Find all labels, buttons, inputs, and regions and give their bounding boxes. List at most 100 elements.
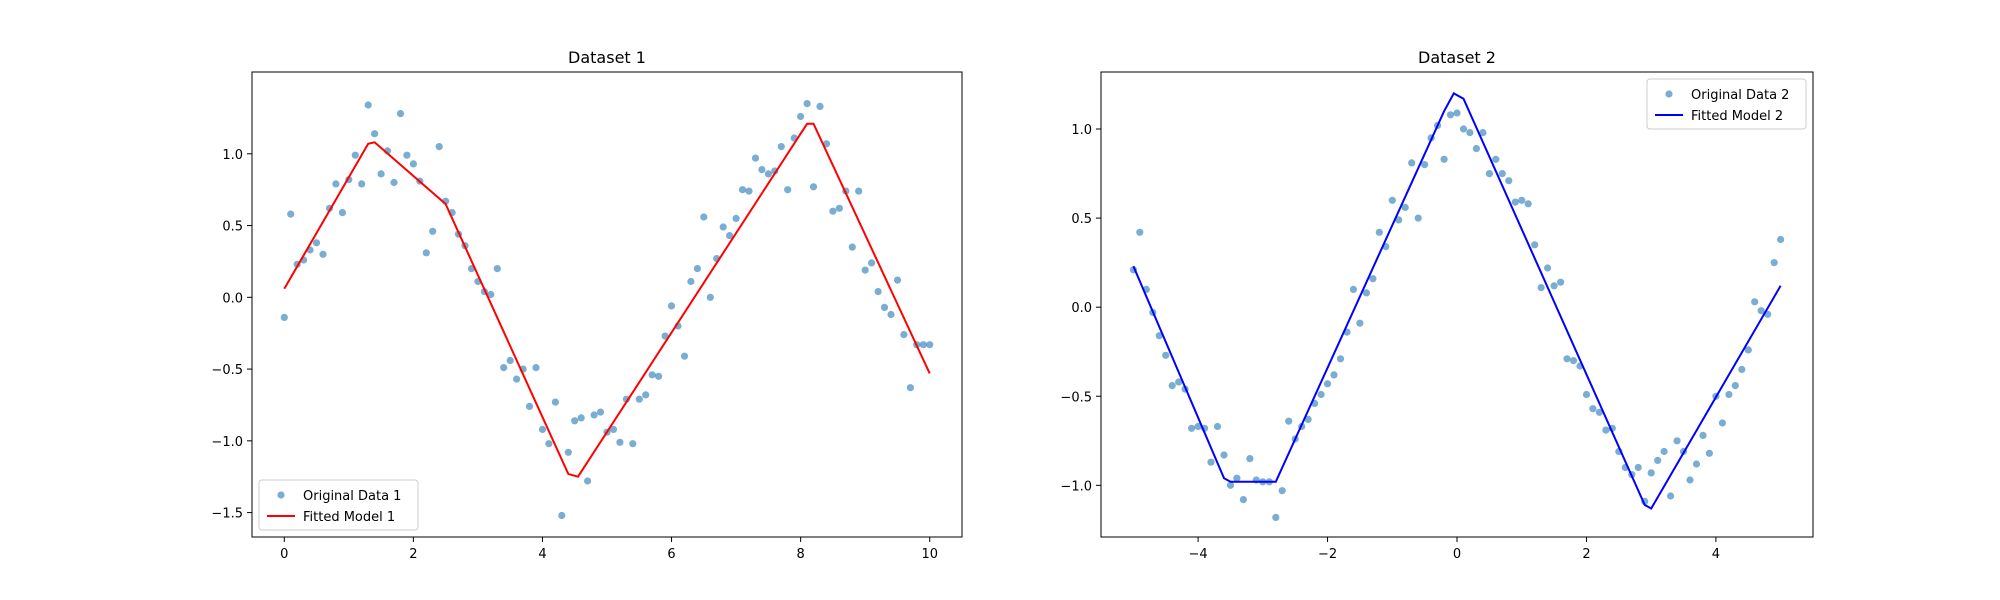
- chart-1-y-tick-label: 1.0: [222, 148, 243, 163]
- chart-2-data-point: [1595, 408, 1603, 416]
- chart-1-y-tick-label: −0.5: [211, 363, 243, 378]
- chart-2-data-point: [1686, 476, 1694, 484]
- chart-1-data-point: [893, 276, 902, 284]
- chart-2-fitted-line: [1132, 92, 1782, 510]
- chart-1-data-point: [751, 154, 760, 162]
- chart-1-data-point: [900, 331, 908, 339]
- chart-2-legend-label: Original Data 2: [1691, 88, 1789, 103]
- chart-2-data-point: [1777, 235, 1785, 244]
- chart-1-data-point: [926, 341, 934, 349]
- chart-2-data-point: [1388, 196, 1396, 204]
- chart-2-data-point: [1155, 332, 1163, 340]
- chart-2-data-point: [1213, 422, 1222, 431]
- chart-1-data-point: [642, 391, 650, 399]
- chart-2-data-point: [1673, 437, 1681, 445]
- chart-1-axes-frame: [251, 71, 963, 538]
- chart-2-x-tick-label: −2: [1318, 547, 1337, 562]
- chart-1-data-point: [403, 151, 411, 159]
- chart-1-data-point: [616, 438, 624, 446]
- chart-1-data-point: [609, 425, 618, 433]
- chart-2-data-point: [1602, 426, 1610, 434]
- chart-2-y-tick-label: 0.0: [1071, 301, 1092, 316]
- chart-1-data-point: [777, 143, 785, 151]
- chart-1-data-point: [919, 341, 927, 349]
- chart-2-legend-label: Fitted Model 2: [1691, 109, 1783, 124]
- chart-1-data-point: [700, 213, 708, 221]
- chart-2-data-point: [1582, 390, 1591, 399]
- chart-1-title: Dataset 1: [568, 48, 646, 67]
- chart-2-y-tick-label: −0.5: [1060, 390, 1092, 405]
- chart-2-y-tick-label: 1.0: [1071, 123, 1092, 138]
- chart-2-data-point: [1349, 285, 1357, 293]
- chart-2-data-point: [1731, 382, 1739, 390]
- chart-2-data-point: [1531, 241, 1539, 249]
- chart-1-data-point: [887, 310, 895, 319]
- chart-1-data-point: [861, 266, 869, 274]
- chart-1-data-point: [784, 186, 792, 194]
- chart-1-data-point: [803, 100, 811, 108]
- chart-2-data-point: [1589, 405, 1597, 413]
- chart-1-data-point: [809, 183, 818, 191]
- chart-2-data-point: [1466, 129, 1474, 137]
- chart-2-data-point: [1459, 125, 1468, 133]
- chart-1-data-point: [525, 402, 534, 410]
- chart-2-data-point: [1207, 458, 1215, 466]
- chart-2-legend: Original Data 2 Fitted Model 2: [1646, 78, 1807, 130]
- chart-2-data-point: [1505, 177, 1513, 185]
- chart-1-data-point: [758, 166, 766, 174]
- chart-1-data-point: [874, 288, 882, 296]
- chart-2-data-point: [1446, 111, 1455, 119]
- chart-1-y-tick-label: −1.5: [211, 507, 243, 522]
- chart-1-data-point: [880, 303, 889, 311]
- chart-2-title: Dataset 2: [1418, 48, 1496, 67]
- chart-1-data-point: [680, 352, 689, 360]
- chart-2-data-point: [1725, 390, 1733, 399]
- chart-1-x-tick-label: 10: [921, 547, 938, 562]
- chart-2-data-point: [1647, 469, 1655, 477]
- chart-1-x-tick-label: 6: [667, 547, 675, 562]
- chart-1-data-point: [635, 395, 643, 403]
- chart-1-data-point: [829, 207, 837, 215]
- chart-1-data-point: [906, 384, 915, 392]
- chart-1-data-point: [868, 259, 876, 267]
- chart-2-y-tick-label: −1.0: [1060, 479, 1092, 494]
- chart-2-data-point: [1362, 289, 1370, 297]
- chart-2: Dataset 2 −4 −2 0 2 4 −1.0 −0.5 0.0 0.5 1.0 Origina…: [1060, 48, 1814, 562]
- chart-2-data-point: [1188, 424, 1196, 432]
- chart-1-data-point: [500, 364, 508, 372]
- chart-2-data-point: [1317, 390, 1325, 399]
- chart-2-data-point: [1304, 415, 1312, 423]
- chart-1-data-point: [855, 187, 863, 195]
- chart-1-data-point: [719, 223, 727, 231]
- chart-1-data-point: [797, 112, 805, 121]
- chart-2-data-point: [1511, 198, 1519, 206]
- chart-1-data-point: [584, 477, 592, 485]
- chart-1-data-point: [409, 160, 417, 168]
- chart-2-axes-frame: [1100, 71, 1814, 538]
- chart-1-data-point: [590, 411, 598, 419]
- chart-1-x-tick-label: 8: [796, 547, 804, 562]
- chart-1-y-tick-label: 0.5: [222, 220, 243, 235]
- chart-2-data-point: [1421, 161, 1429, 169]
- chart-1-legend-point-marker: [277, 491, 285, 499]
- chart-2-data-point: [1563, 355, 1571, 363]
- chart-1-data-point: [532, 364, 540, 372]
- chart-2-data-point: [1492, 155, 1500, 163]
- chart-2-data-point: [1453, 109, 1461, 117]
- chart-2-x-tick-label: −4: [1189, 547, 1208, 562]
- chart-2-data-point: [1162, 351, 1170, 359]
- chart-1-data-point: [429, 227, 437, 235]
- chart-2-data-point: [1537, 284, 1545, 292]
- chart-1-data-point: [564, 448, 572, 456]
- chart-1-data-point: [422, 249, 430, 257]
- chart-2-data-point: [1356, 319, 1364, 327]
- chart-1-data-point: [487, 290, 495, 299]
- chart-1-data-point: [571, 417, 579, 425]
- chart-2-data-point: [1278, 487, 1286, 495]
- chart-1-legend: Original Data 1 Fitted Model 1: [258, 479, 419, 531]
- chart-1-x-tick-label: 4: [538, 547, 546, 562]
- chart-2-data-point: [1692, 460, 1701, 468]
- chart-2-data-point: [1699, 431, 1707, 439]
- chart-2-data-point: [1395, 216, 1403, 224]
